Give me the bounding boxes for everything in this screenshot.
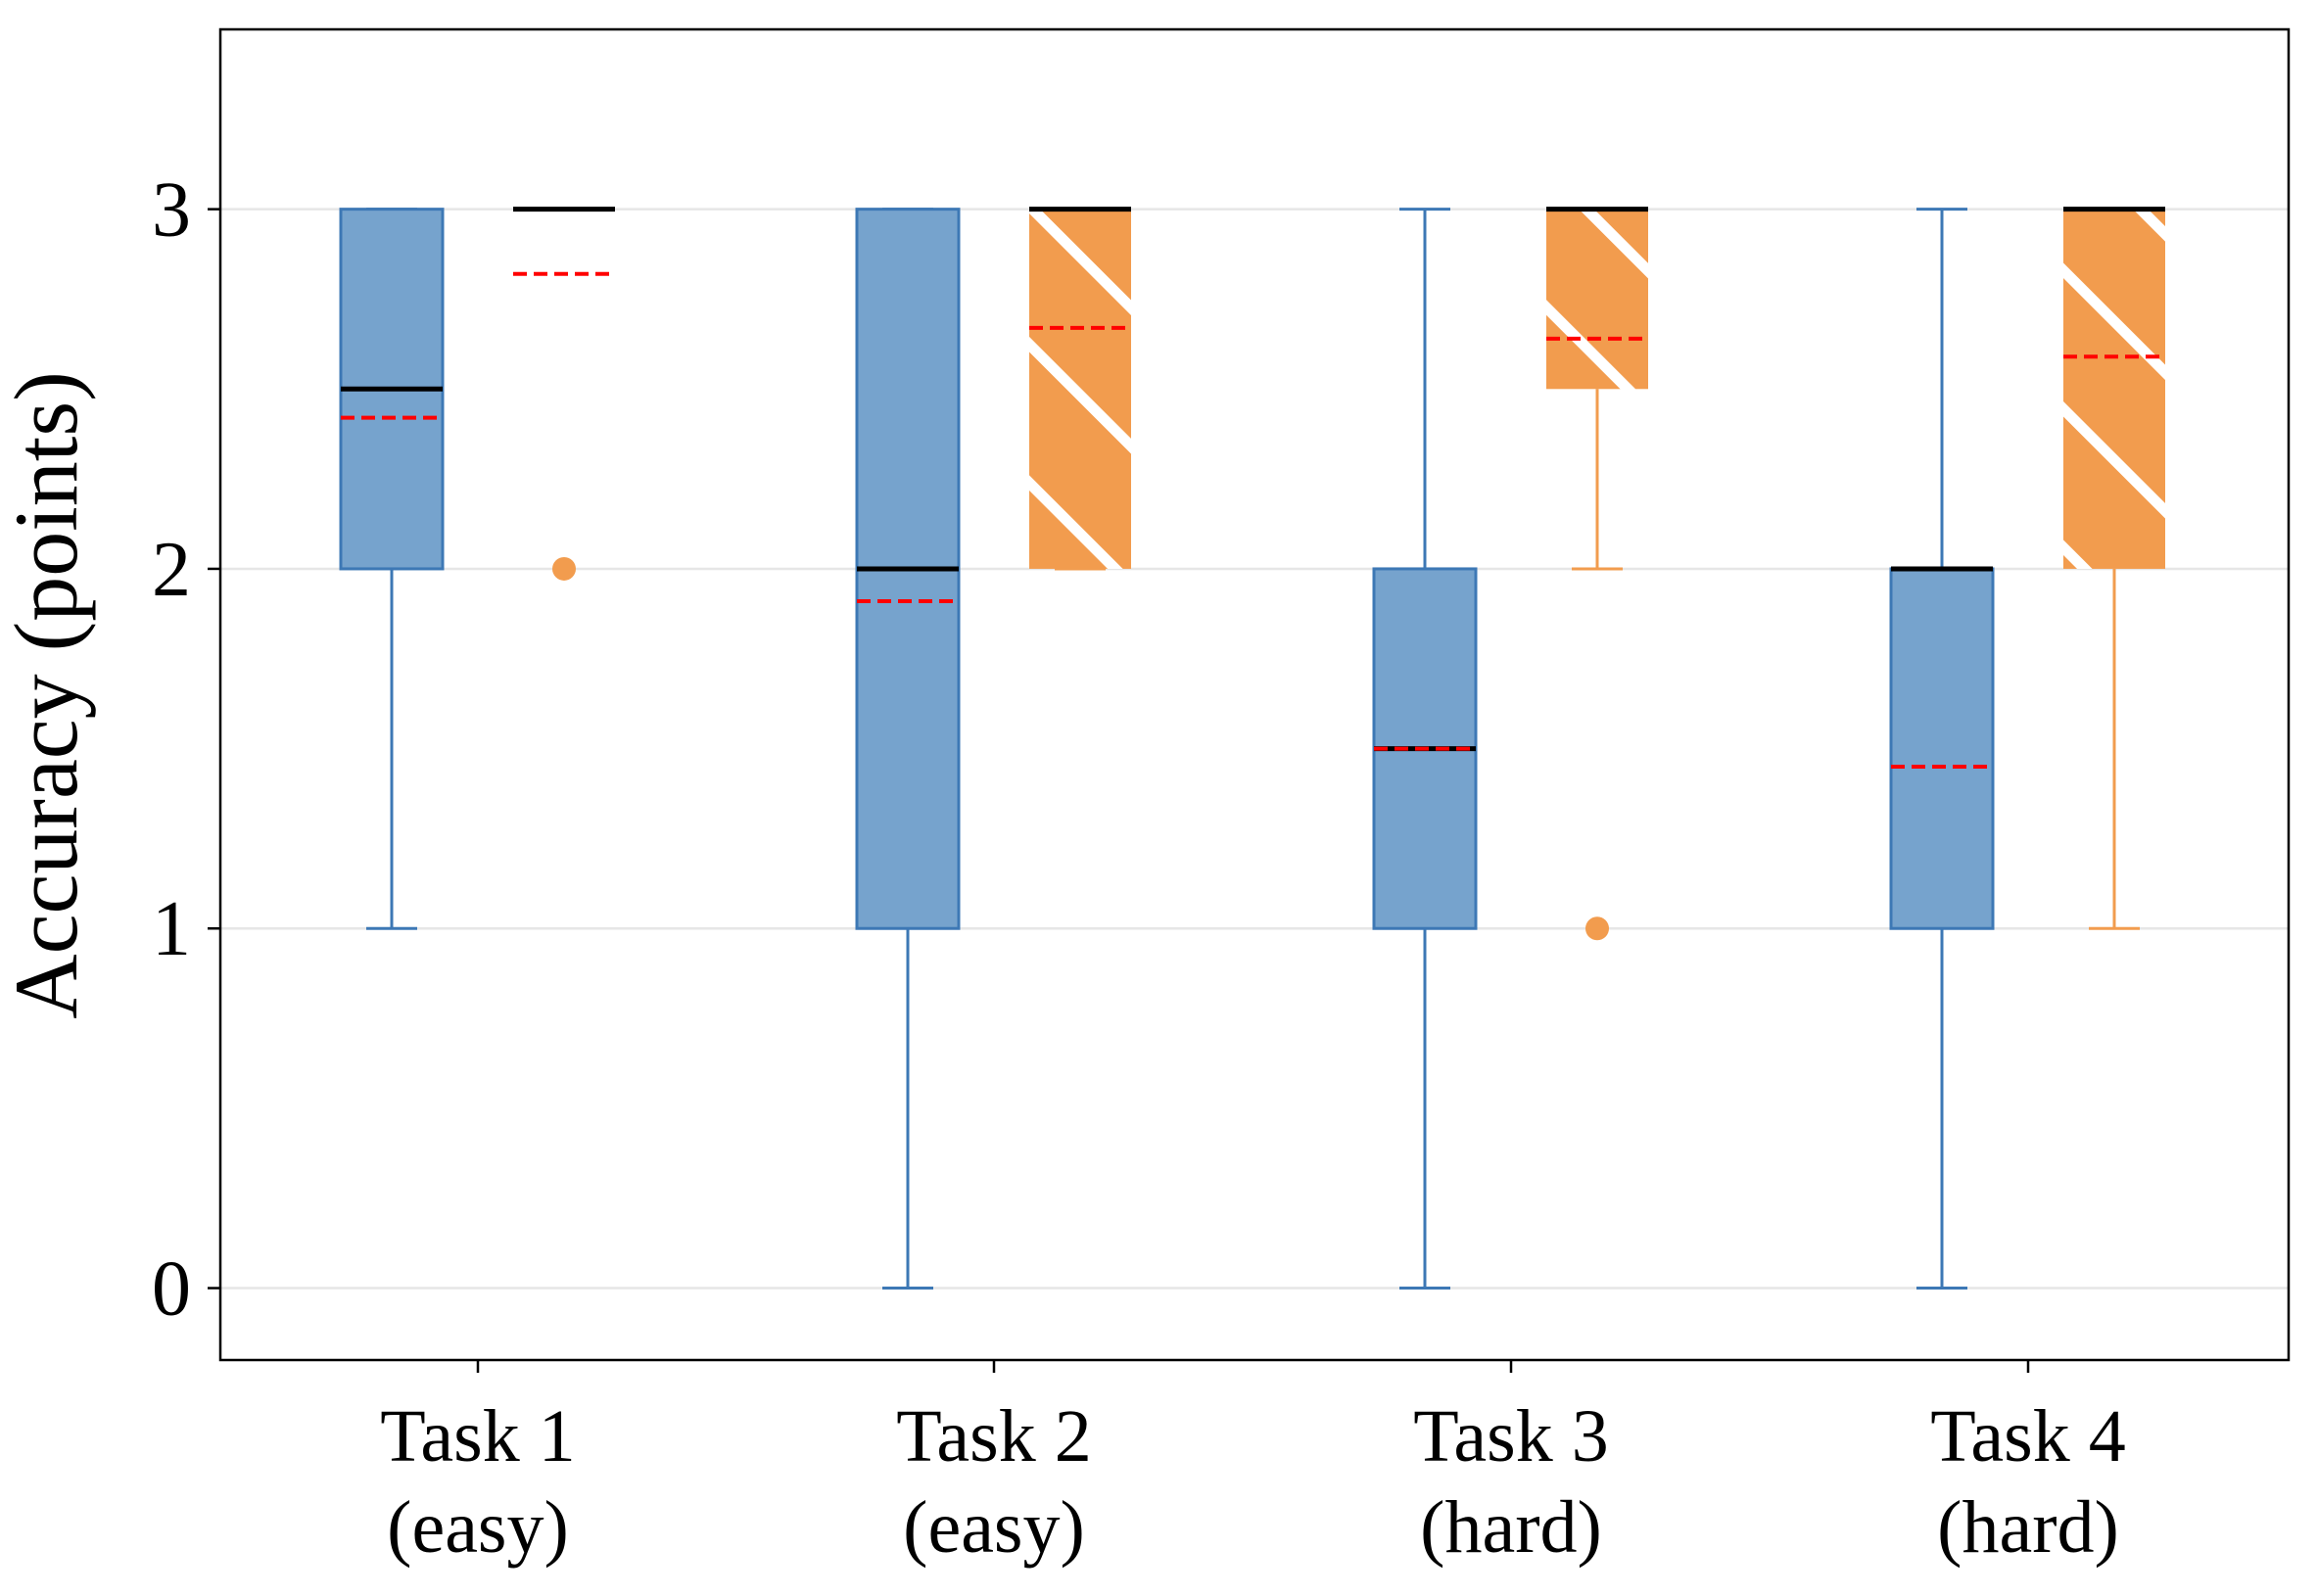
- box-2-task-4: [2063, 207, 2165, 930]
- x-tick-label: Task 2: [896, 1395, 1091, 1478]
- y-tick-label: 2: [152, 527, 191, 613]
- box-1-task-4: [1889, 208, 1995, 1291]
- x-tick-sublabel: (hard): [1937, 1486, 2119, 1569]
- box-body: [1029, 209, 1131, 569]
- box-body: [2063, 209, 2165, 569]
- box-2-task-3: [1546, 207, 1648, 941]
- y-tick-label: 1: [152, 886, 191, 972]
- box-1-task-1: [339, 208, 445, 930]
- x-tick-label: Task 1: [380, 1395, 575, 1478]
- box-body: [1546, 209, 1648, 390]
- x-tick-label: Task 3: [1413, 1395, 1608, 1478]
- x-tick-sublabel: (easy): [903, 1486, 1085, 1569]
- x-tick-label: Task 4: [1930, 1395, 2125, 1478]
- box-1-task-2: [855, 208, 961, 1291]
- box-body: [1889, 567, 1995, 930]
- box-2-task-2: [1029, 207, 1131, 571]
- box-1-task-3: [1372, 208, 1478, 1291]
- y-tick-label: 3: [152, 167, 191, 254]
- x-tick-sublabel: (hard): [1420, 1486, 1602, 1569]
- y-tick-label: 0: [152, 1246, 191, 1333]
- box-2-task-1: [513, 207, 615, 581]
- plot-area-frame: [218, 27, 2291, 1362]
- outlier-point: [1585, 916, 1609, 941]
- x-tick-sublabel: (easy): [387, 1486, 569, 1569]
- outlier-point: [552, 556, 576, 581]
- boxes: [339, 207, 2165, 1291]
- y-axis-title: Accuracy (points): [0, 371, 96, 1019]
